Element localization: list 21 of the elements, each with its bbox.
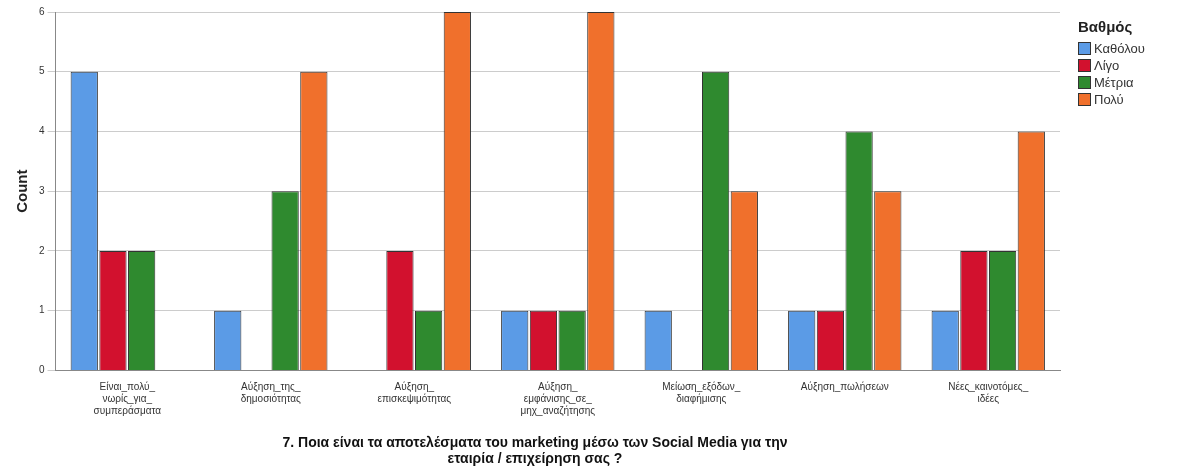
y-tick-label: 2 <box>39 244 45 256</box>
y-tick-label: 1 <box>39 304 45 316</box>
y-tick-label: 3 <box>39 184 45 196</box>
text: 7. Ποια είναι τα αποτελέσματα του marketing μέσω των Social Media για την εταιρία / επιχείρηση σας ? <box>282 433 788 467</box>
x-tick-label: Αύξηση_πωλήσεων <box>800 381 889 394</box>
x-tick-label: Νέες_καινοτόμες_ιδέες <box>948 381 1029 405</box>
y-tick-label: 4 <box>39 125 45 137</box>
legend-label: Καθόλου <box>1094 41 1145 56</box>
legend-label: Πολύ <box>1094 92 1124 107</box>
y-axis-title: Count <box>13 169 31 213</box>
y-tick-label: 5 <box>39 65 45 77</box>
y-tick-label: 6 <box>39 5 45 17</box>
y-tick-label: 0 <box>39 364 45 376</box>
x-tick-label: Είναι_πολύ_νωρίς_για_συμπεράσματα <box>93 381 162 417</box>
x-tick-label: Μείωση_εξόδων_διαφήμισης <box>662 381 741 405</box>
x-tick-label: Αύξηση_εμφάνισης_σε_μηχ_αναζήτησης <box>520 381 596 418</box>
x-tick-label: Αύξηση_επισκεψιμότητας <box>377 381 452 405</box>
x-tick-label: Αύξηση_της_δημοσιότητας <box>240 381 302 405</box>
legend-label: Μέτρια <box>1094 75 1134 90</box>
legend-label: Λίγο <box>1094 58 1120 73</box>
legend-title: Βαθμός <box>1078 18 1134 35</box>
